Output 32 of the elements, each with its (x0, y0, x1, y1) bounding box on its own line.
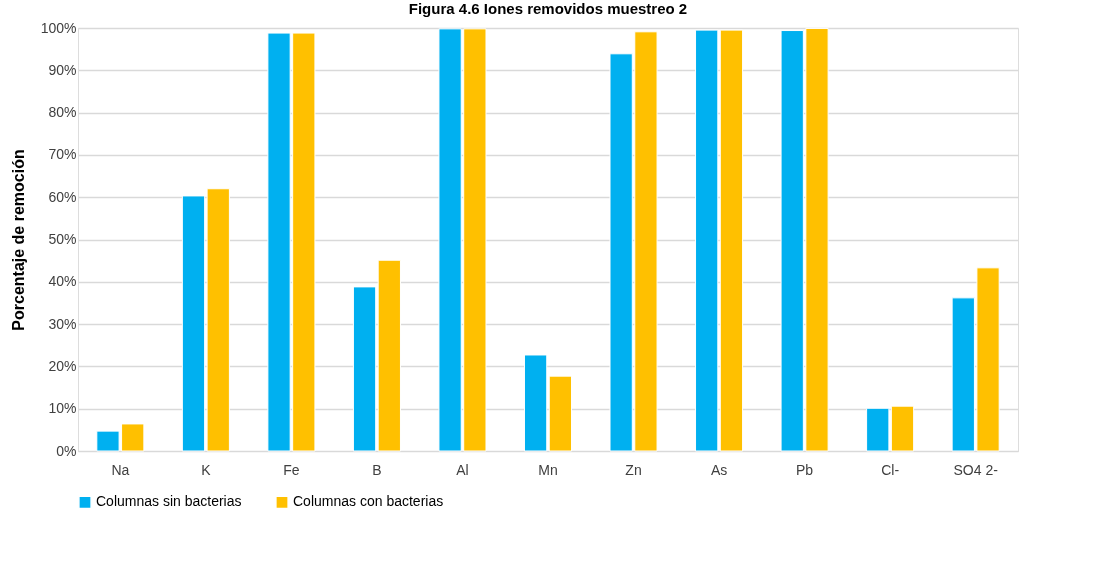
x-tick-label: B (372, 461, 382, 478)
y-tick-label: 60% (48, 188, 77, 205)
chart-title: Figura 4.6 Iones removidos muestreo 2 (408, 0, 688, 17)
bar (523, 354, 548, 452)
x-tick-label: SO4 2- (953, 461, 999, 478)
bar (377, 259, 401, 452)
legend-label: Columnas sin bacterias (96, 493, 242, 510)
x-tick-label: Cl- (881, 461, 900, 478)
y-tick-label: 70% (48, 146, 77, 163)
y-tick-label: 100% (40, 19, 77, 36)
y-tick-label: 50% (48, 231, 77, 247)
y-tick-label: 10% (48, 400, 77, 417)
y-tick-label: 90% (48, 61, 77, 78)
y-tick-label: 40% (48, 273, 77, 290)
y-axis-title: Porcentaje de remoción (9, 149, 27, 331)
x-tick-label: Zn (625, 461, 642, 478)
legend-label: Columnas con bacterias (293, 493, 444, 510)
y-tick-label: 0% (56, 442, 77, 459)
y-tick-label: 20% (48, 357, 77, 374)
bar (695, 29, 719, 452)
x-tick-label: Pb (796, 461, 814, 478)
y-tick-label: 30% (48, 315, 77, 332)
bar (352, 286, 377, 452)
x-tick-label: Fe (283, 461, 300, 478)
x-tick-label: As (710, 461, 728, 478)
x-tick-label: Mn (538, 461, 558, 478)
bar (548, 375, 573, 452)
bar (719, 29, 744, 452)
x-tick-label: Al (456, 461, 469, 478)
y-tick-label: 80% (48, 104, 77, 121)
x-tick-label: Na (111, 461, 130, 478)
x-tick-label: K (201, 461, 212, 478)
